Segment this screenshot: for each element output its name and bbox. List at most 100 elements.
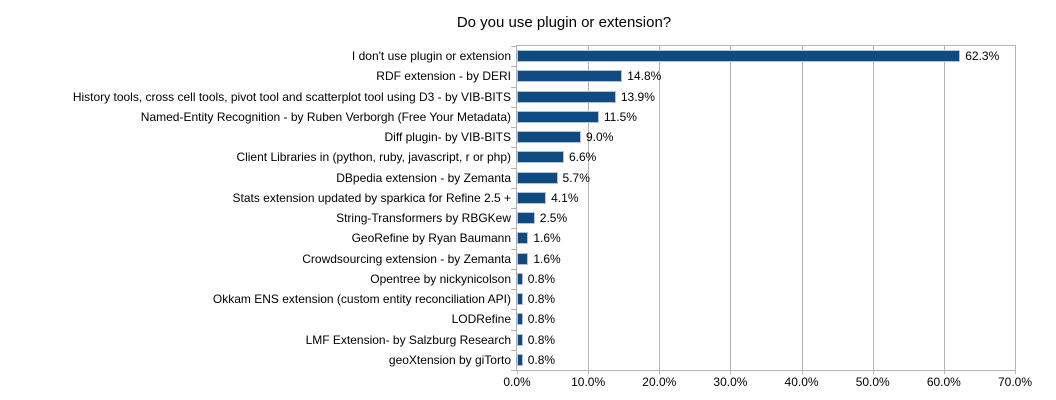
bar-row: 1.6% bbox=[517, 228, 1015, 248]
plot-area: 62.3% 14.8% 13.9% 11.5% 9.0% 6.6% 5.7% 4.1% 2.5%… bbox=[516, 45, 1016, 371]
x-axis-tick-label: 60.0% bbox=[926, 375, 961, 389]
bar-row: 0.8% bbox=[517, 330, 1015, 350]
x-axis-tick-label: 10.0% bbox=[571, 375, 606, 389]
bar[interactable] bbox=[517, 353, 523, 366]
x-axis-tick bbox=[872, 371, 874, 374]
y-axis-tick bbox=[511, 248, 516, 250]
bar[interactable] bbox=[517, 131, 582, 144]
bar-value-label: 1.6% bbox=[533, 251, 561, 266]
category-label: Stats extension updated by sparkica for … bbox=[232, 190, 511, 205]
gridline bbox=[588, 46, 590, 370]
y-axis-tick bbox=[511, 289, 516, 290]
y-axis-tick bbox=[511, 86, 516, 88]
bar-value-label: 0.8% bbox=[527, 312, 556, 327]
bar[interactable] bbox=[517, 110, 599, 123]
bar[interactable] bbox=[517, 191, 547, 204]
bar[interactable] bbox=[517, 272, 523, 285]
category-label: LMF Extension- by Salzburg Research bbox=[305, 332, 511, 347]
category-label: LODRefine bbox=[451, 312, 511, 327]
bar-value-label: 2.5% bbox=[539, 211, 568, 225]
x-axis-tick bbox=[517, 371, 518, 374]
bar[interactable] bbox=[517, 70, 623, 83]
category-label: RDF extension - by DERI bbox=[376, 69, 511, 84]
bar-row: 2.5% bbox=[517, 208, 1015, 228]
bar-row: 1.6% bbox=[517, 249, 1015, 269]
y-axis-tick bbox=[511, 167, 516, 169]
x-axis-tick bbox=[588, 371, 590, 374]
y-axis-tick bbox=[511, 208, 516, 209]
gridline bbox=[801, 46, 803, 370]
bar[interactable] bbox=[517, 232, 529, 245]
category-label: Okkam ENS extension (custom entity recon… bbox=[212, 292, 511, 306]
bar-row: 6.6% bbox=[517, 147, 1015, 167]
x-axis-tick bbox=[943, 371, 945, 374]
category-label: GeoRefine by Ryan Baumann bbox=[351, 231, 511, 246]
y-axis-tick bbox=[511, 309, 516, 311]
bar-value-label: 4.1% bbox=[551, 190, 579, 205]
bar-value-label: 0.8% bbox=[527, 292, 556, 306]
bar[interactable] bbox=[517, 333, 523, 346]
bar-value-label: 0.8% bbox=[527, 271, 556, 286]
bar-row: 14.8% bbox=[517, 66, 1015, 86]
gridline bbox=[730, 46, 732, 370]
bar-value-label: 0.8% bbox=[527, 332, 556, 347]
y-axis-tick bbox=[511, 349, 516, 351]
gridline bbox=[943, 46, 945, 370]
bar-row: 0.8% bbox=[517, 350, 1015, 370]
bar-value-label: 62.3% bbox=[965, 49, 1000, 63]
y-axis-tick bbox=[511, 329, 516, 331]
bar-value-label: 1.6% bbox=[533, 231, 561, 246]
y-axis-tick bbox=[511, 228, 516, 230]
x-axis-tick-label: 70.0% bbox=[997, 375, 1033, 389]
x-axis-tick bbox=[801, 371, 803, 374]
category-label: I don't use plugin or extension bbox=[351, 49, 511, 63]
x-axis-tick-label: 40.0% bbox=[784, 375, 819, 389]
x-axis-tick bbox=[659, 371, 661, 374]
category-label: Client Libraries in (python, ruby, javas… bbox=[236, 150, 511, 165]
category-label: Diff plugin- by VIB-BITS bbox=[384, 130, 512, 144]
y-axis-tick bbox=[511, 66, 516, 68]
bar[interactable] bbox=[517, 50, 961, 63]
bar[interactable] bbox=[517, 212, 535, 225]
y-axis-tick bbox=[511, 127, 516, 128]
y-axis-tick bbox=[511, 268, 516, 270]
bar[interactable] bbox=[517, 313, 523, 326]
value-axis-labels: 0.0% 10.0% 20.0% 30.0% 40.0% 50.0% 60.0% 70.0% bbox=[0, 375, 1056, 391]
bar-value-label: 13.9% bbox=[620, 89, 655, 104]
y-axis-tick bbox=[511, 106, 516, 108]
x-axis-tick-label: 20.0% bbox=[642, 375, 677, 389]
bar-value-label: 0.8% bbox=[527, 352, 556, 367]
bar[interactable] bbox=[517, 171, 558, 184]
gridline bbox=[872, 46, 874, 370]
gridline bbox=[659, 46, 661, 370]
bar-value-label: 6.6% bbox=[568, 150, 597, 165]
bar[interactable] bbox=[517, 252, 529, 265]
category-axis-labels: I don't use plugin or extension RDF exten… bbox=[0, 46, 511, 370]
bar[interactable] bbox=[517, 293, 523, 306]
bar-row: 11.5% bbox=[517, 107, 1015, 127]
y-axis-tick bbox=[511, 187, 516, 189]
y-axis-tick bbox=[511, 370, 516, 371]
bar-row: 0.8% bbox=[517, 309, 1015, 329]
x-axis-tick-label: 30.0% bbox=[713, 375, 748, 389]
x-axis-tick bbox=[730, 371, 732, 374]
x-axis-tick bbox=[1015, 371, 1016, 374]
bar-row: 0.8% bbox=[517, 269, 1015, 289]
bar-row: 0.8% bbox=[517, 289, 1015, 309]
category-label: DBpedia extension - by Zemanta bbox=[336, 170, 511, 185]
category-label: String-Transformers by RBGKew bbox=[336, 211, 511, 225]
chart-title: Do you use plugin or extension? bbox=[456, 14, 672, 31]
bar-row: 4.1% bbox=[517, 188, 1015, 208]
bar[interactable] bbox=[517, 151, 564, 164]
category-label: Crowdsourcing extension - by Zemanta bbox=[302, 251, 511, 266]
category-label: geoXtension by giTorto bbox=[388, 352, 511, 367]
category-label: Opentree by nickynicolson bbox=[370, 271, 511, 286]
bar-value-label: 14.8% bbox=[627, 69, 662, 84]
bar-value-label: 11.5% bbox=[603, 109, 637, 124]
y-axis-tick bbox=[511, 46, 516, 47]
bar-row: 62.3% bbox=[517, 46, 1015, 66]
y-axis-tick bbox=[511, 147, 516, 149]
bar[interactable] bbox=[517, 90, 616, 103]
bar-row: 9.0% bbox=[517, 127, 1015, 147]
